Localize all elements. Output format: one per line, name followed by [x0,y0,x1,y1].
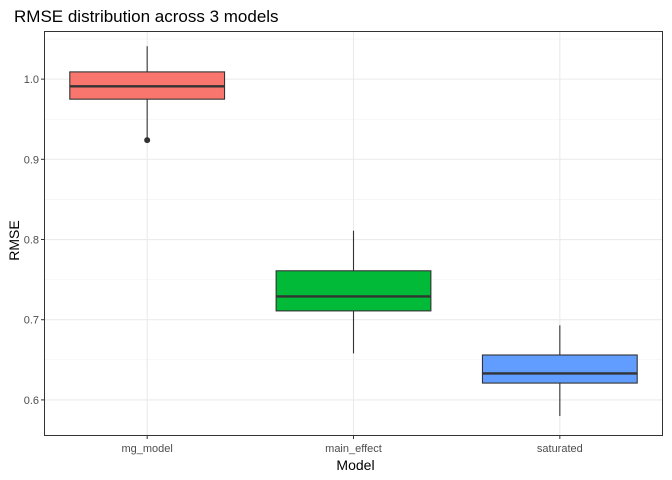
x-tick-label: saturated [537,443,583,455]
y-tick-label: 0.6 [24,395,39,407]
y-tick-label: 0.7 [24,315,39,327]
box-iqr [481,354,638,384]
x-axis: mg_model main_effect saturated [121,436,583,455]
plot-panel [44,31,663,436]
y-axis-title: RMSE [6,220,22,260]
box-saturated [481,325,638,416]
box-mg_model [69,46,226,144]
y-tick-label: 1.0 [24,74,39,86]
box-iqr [275,270,432,312]
y-axis: 0.6 0.7 0.8 0.9 1.0 [24,74,44,407]
y-tick-label: 0.8 [24,235,39,247]
panel-border [44,31,663,436]
outlier-point [144,137,151,144]
x-axis-title: Model [336,457,374,473]
x-tick-label: main_effect [325,443,382,455]
y-tick-label: 0.9 [24,154,39,166]
box-main_effect [275,230,432,354]
x-tick-label: mg_model [121,443,172,455]
boxes [69,46,638,416]
chart-title: RMSE distribution across 3 models [14,7,279,26]
